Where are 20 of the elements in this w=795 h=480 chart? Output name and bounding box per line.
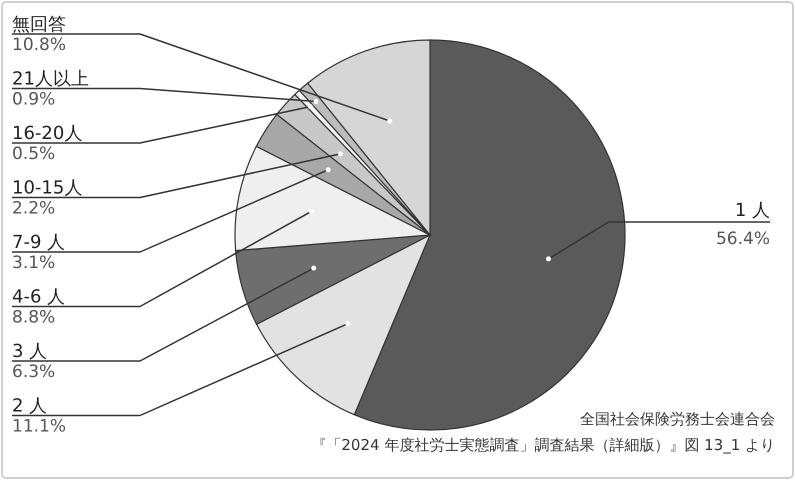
slice-label: 2 人 (12, 396, 48, 416)
data-label: 6.3% (12, 362, 56, 382)
data-label: 8.8% (12, 308, 56, 328)
data-label: 2.2% (12, 198, 56, 218)
data-label: 0.9% (12, 90, 56, 110)
data-label: 56.4% (716, 229, 770, 249)
data-label: 10.8% (12, 35, 66, 55)
slice-label: 16-20人 (12, 123, 82, 144)
data-label: 3.1% (12, 253, 56, 273)
slice-label: 1 人 (734, 200, 770, 221)
slice-label: 無回答 (12, 14, 66, 35)
text: 全国社会保険労務士会連合会 (580, 410, 775, 428)
slice-label: 21人以上 (12, 68, 89, 90)
slice-label: 3 人 (12, 341, 48, 362)
data-label: 11.1% (12, 416, 66, 436)
data-label: 0.5% (12, 144, 56, 164)
slice-label: 7-9 人 (12, 232, 66, 253)
text: 『「2024 年度社労士実態調査」調査結果（詳細版）』図 13_1 より (311, 436, 775, 454)
slice-label: 4-6 人 (12, 286, 66, 308)
slice-label: 10-15人 (12, 178, 82, 198)
